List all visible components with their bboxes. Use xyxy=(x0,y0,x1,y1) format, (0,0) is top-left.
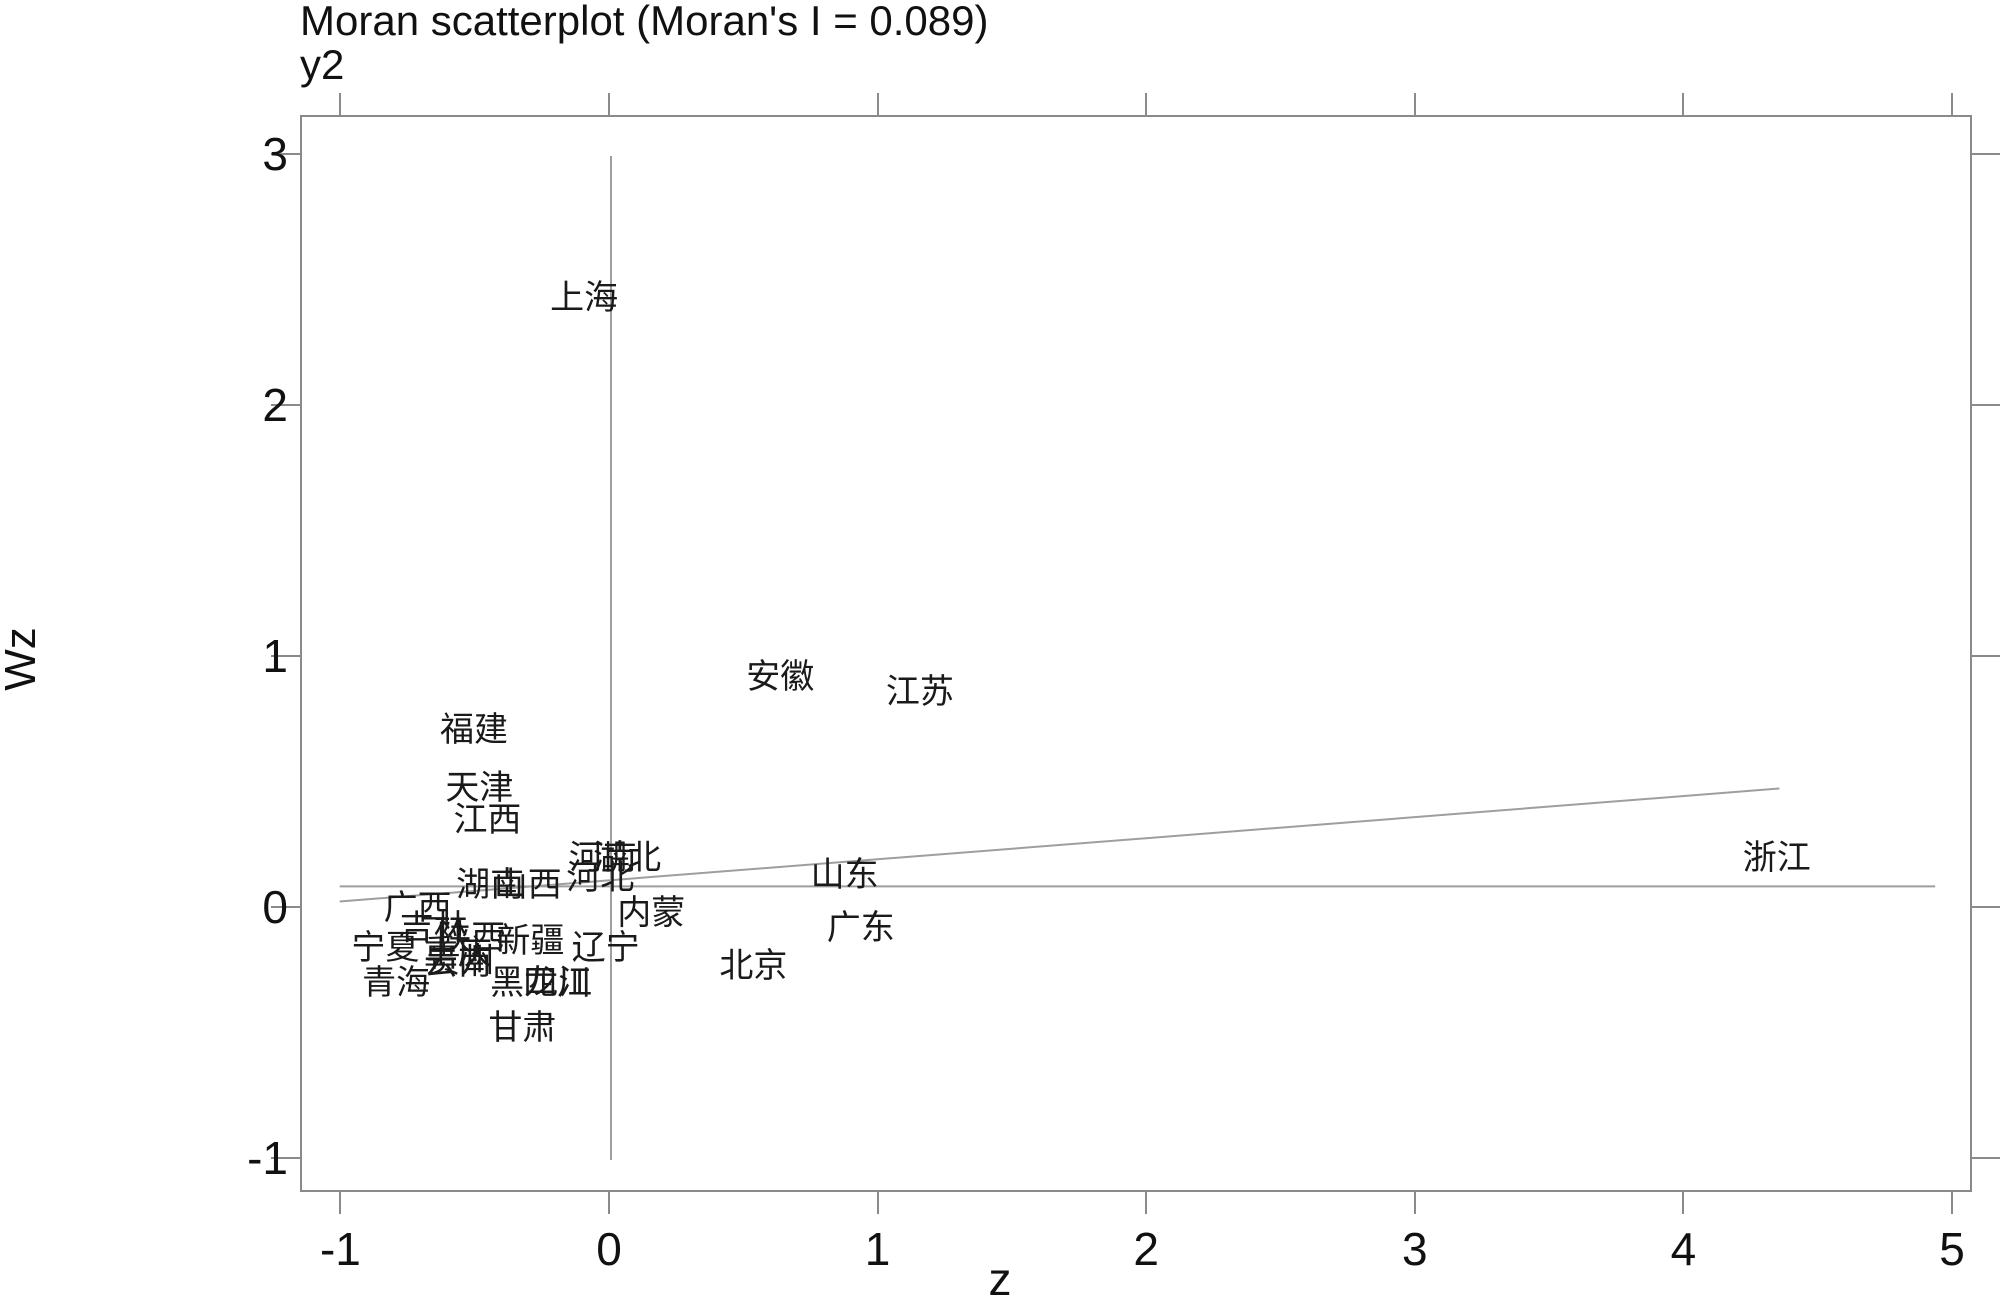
point-label: 新疆 xyxy=(496,922,565,960)
point-label: 北京 xyxy=(719,947,788,985)
point-label: 陕西 xyxy=(437,920,506,958)
point-label: 河北 xyxy=(566,859,635,897)
point-label: 上海 xyxy=(550,280,619,318)
x-tick-label: 5 xyxy=(1939,1223,1965,1275)
x-tick-label: 1 xyxy=(864,1223,891,1275)
x-tick-label: 4 xyxy=(1670,1223,1697,1275)
x-tick-label: 2 xyxy=(1133,1223,1159,1275)
x-axis-tick-bottom xyxy=(1413,1192,1416,1214)
y-tick-label: 1 xyxy=(262,630,288,682)
point-label: 宁夏 xyxy=(351,930,420,968)
x-axis-tick-top xyxy=(339,93,342,115)
y-tick-label: 3 xyxy=(262,128,288,180)
x-tick-label: 0 xyxy=(596,1223,622,1275)
point-label: 安徽 xyxy=(746,659,815,697)
y-tick-label: -1 xyxy=(247,1132,288,1184)
point-label: 浙江 xyxy=(1742,839,1811,877)
point-label: 内蒙 xyxy=(617,895,686,933)
regression-line xyxy=(339,787,1780,903)
y-axis-label: Wz xyxy=(0,627,45,691)
point-label: 辽宁 xyxy=(571,930,640,968)
point-label: 湖南 xyxy=(456,867,525,905)
point-label: 江西 xyxy=(453,802,522,840)
x-axis-tick-bottom xyxy=(608,1192,610,1214)
y-axis-tick-left xyxy=(271,1157,300,1159)
point-label: 四川 xyxy=(523,965,592,1003)
x-axis-tick-top xyxy=(1145,93,1148,115)
point-label: 湖北 xyxy=(593,839,662,877)
x-tick-label: 3 xyxy=(1402,1223,1428,1275)
x-axis-tick-bottom xyxy=(1145,1192,1148,1214)
x-axis-tick-top xyxy=(608,93,610,115)
point-label: 青海 xyxy=(362,965,431,1003)
y-axis-tick-left xyxy=(271,906,300,908)
reference-lines-layer xyxy=(339,156,1936,1160)
x-axis-label: z xyxy=(988,1253,1012,1300)
point-label: 云南 xyxy=(423,945,492,983)
x-axis-tick-top xyxy=(1682,93,1685,115)
y-tick-label: 0 xyxy=(262,881,288,933)
point-label: 山西 xyxy=(493,867,562,905)
x-axis-tick-bottom xyxy=(1951,1192,1953,1214)
point-label: 吉林 xyxy=(399,910,468,948)
plot-area: 上海安徽 江苏福建天津 江西河南 湖北 河北 山东 浙江湖南 山西广西 内蒙 吉林 陕西 新疆 辽宁 宁夏… xyxy=(300,115,1972,1192)
x-axis-tick-bottom xyxy=(876,1192,879,1214)
point-label: 贵州 xyxy=(426,942,495,980)
point-label: 福建 xyxy=(440,711,508,749)
point-label: 重庆 xyxy=(423,935,492,973)
chart-title: Moran scatterplot (Moran's I = 0.089) xyxy=(300,0,989,44)
point-label: 广东 xyxy=(826,910,895,948)
y-axis-tick-left xyxy=(271,153,300,155)
x-axis-tick-bottom xyxy=(1682,1192,1685,1214)
y-axis-tick-right xyxy=(1972,655,2000,657)
y-axis-tick-right xyxy=(1972,906,2000,908)
point-label: 江苏 xyxy=(885,674,954,712)
point-label: 广西 xyxy=(383,890,452,927)
y-axis-tick-left xyxy=(271,404,300,406)
x-axis-tick-top xyxy=(876,93,879,115)
x-axis-tick-top xyxy=(1413,93,1416,115)
point-label: 甘肃 xyxy=(488,1010,557,1048)
x-axis-tick-top xyxy=(1951,93,1953,115)
point-label: 河南 xyxy=(568,839,637,877)
y-axis-tick-right xyxy=(1972,153,2000,155)
y-tick-label: 2 xyxy=(262,379,288,431)
y-axis-tick-right xyxy=(1972,404,2000,406)
x-axis-tick-bottom xyxy=(339,1192,342,1214)
point-label: 天津 xyxy=(445,769,514,807)
chart-subtitle-y2: y2 xyxy=(300,41,345,88)
point-label: 山东 xyxy=(810,857,879,895)
y-axis-tick-right xyxy=(1972,1157,2000,1159)
point-label: 黑龙江 xyxy=(490,965,593,1003)
x-tick-label: -1 xyxy=(319,1223,361,1275)
y-axis-tick-left xyxy=(271,655,300,657)
